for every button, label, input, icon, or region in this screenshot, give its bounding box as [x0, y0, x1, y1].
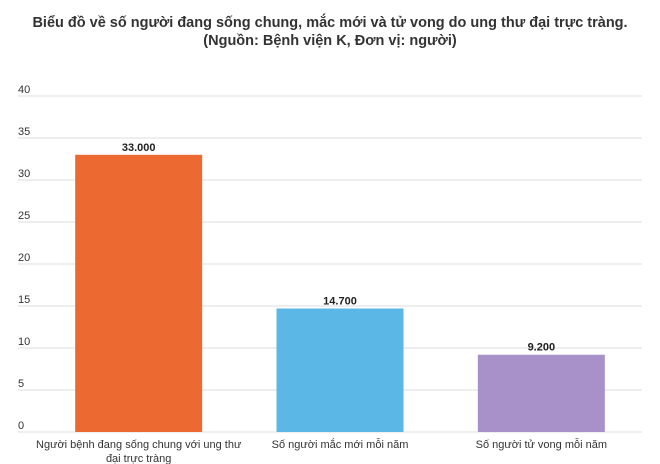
y-tick-label: 25 [18, 210, 30, 222]
data-label: 14.700 [323, 296, 357, 308]
y-tick-label: 0 [18, 420, 24, 432]
y-tick-label: 30 [18, 168, 30, 180]
data-label: 33.000 [122, 142, 156, 154]
x-category-label: đại trực tràng [106, 453, 171, 464]
bar [276, 308, 404, 432]
bar [75, 154, 203, 433]
data-label: 9.200 [528, 342, 556, 354]
bar [477, 354, 605, 432]
x-category-label: Số người tử vong mỗi năm [476, 438, 607, 451]
y-tick-label: 40 [18, 84, 30, 96]
y-tick-label: 20 [18, 252, 30, 264]
y-tick-label: 10 [18, 336, 30, 348]
chart-title-block: Biểu đồ về số người đang sống chung, mắc… [0, 14, 660, 50]
chart-subtitle: (Nguồn: Bệnh viện K, Đơn vị: người) [203, 33, 457, 49]
y-tick-label: 5 [18, 378, 24, 390]
x-category-label: Người bệnh đang sống chung với ung thư [36, 439, 242, 451]
x-category-label: Số người mắc mới mỗi năm [272, 438, 409, 451]
chart-title: Biểu đồ về số người đang sống chung, mắc… [32, 15, 628, 31]
y-tick-label: 35 [18, 126, 30, 138]
y-tick-label: 15 [18, 294, 30, 306]
